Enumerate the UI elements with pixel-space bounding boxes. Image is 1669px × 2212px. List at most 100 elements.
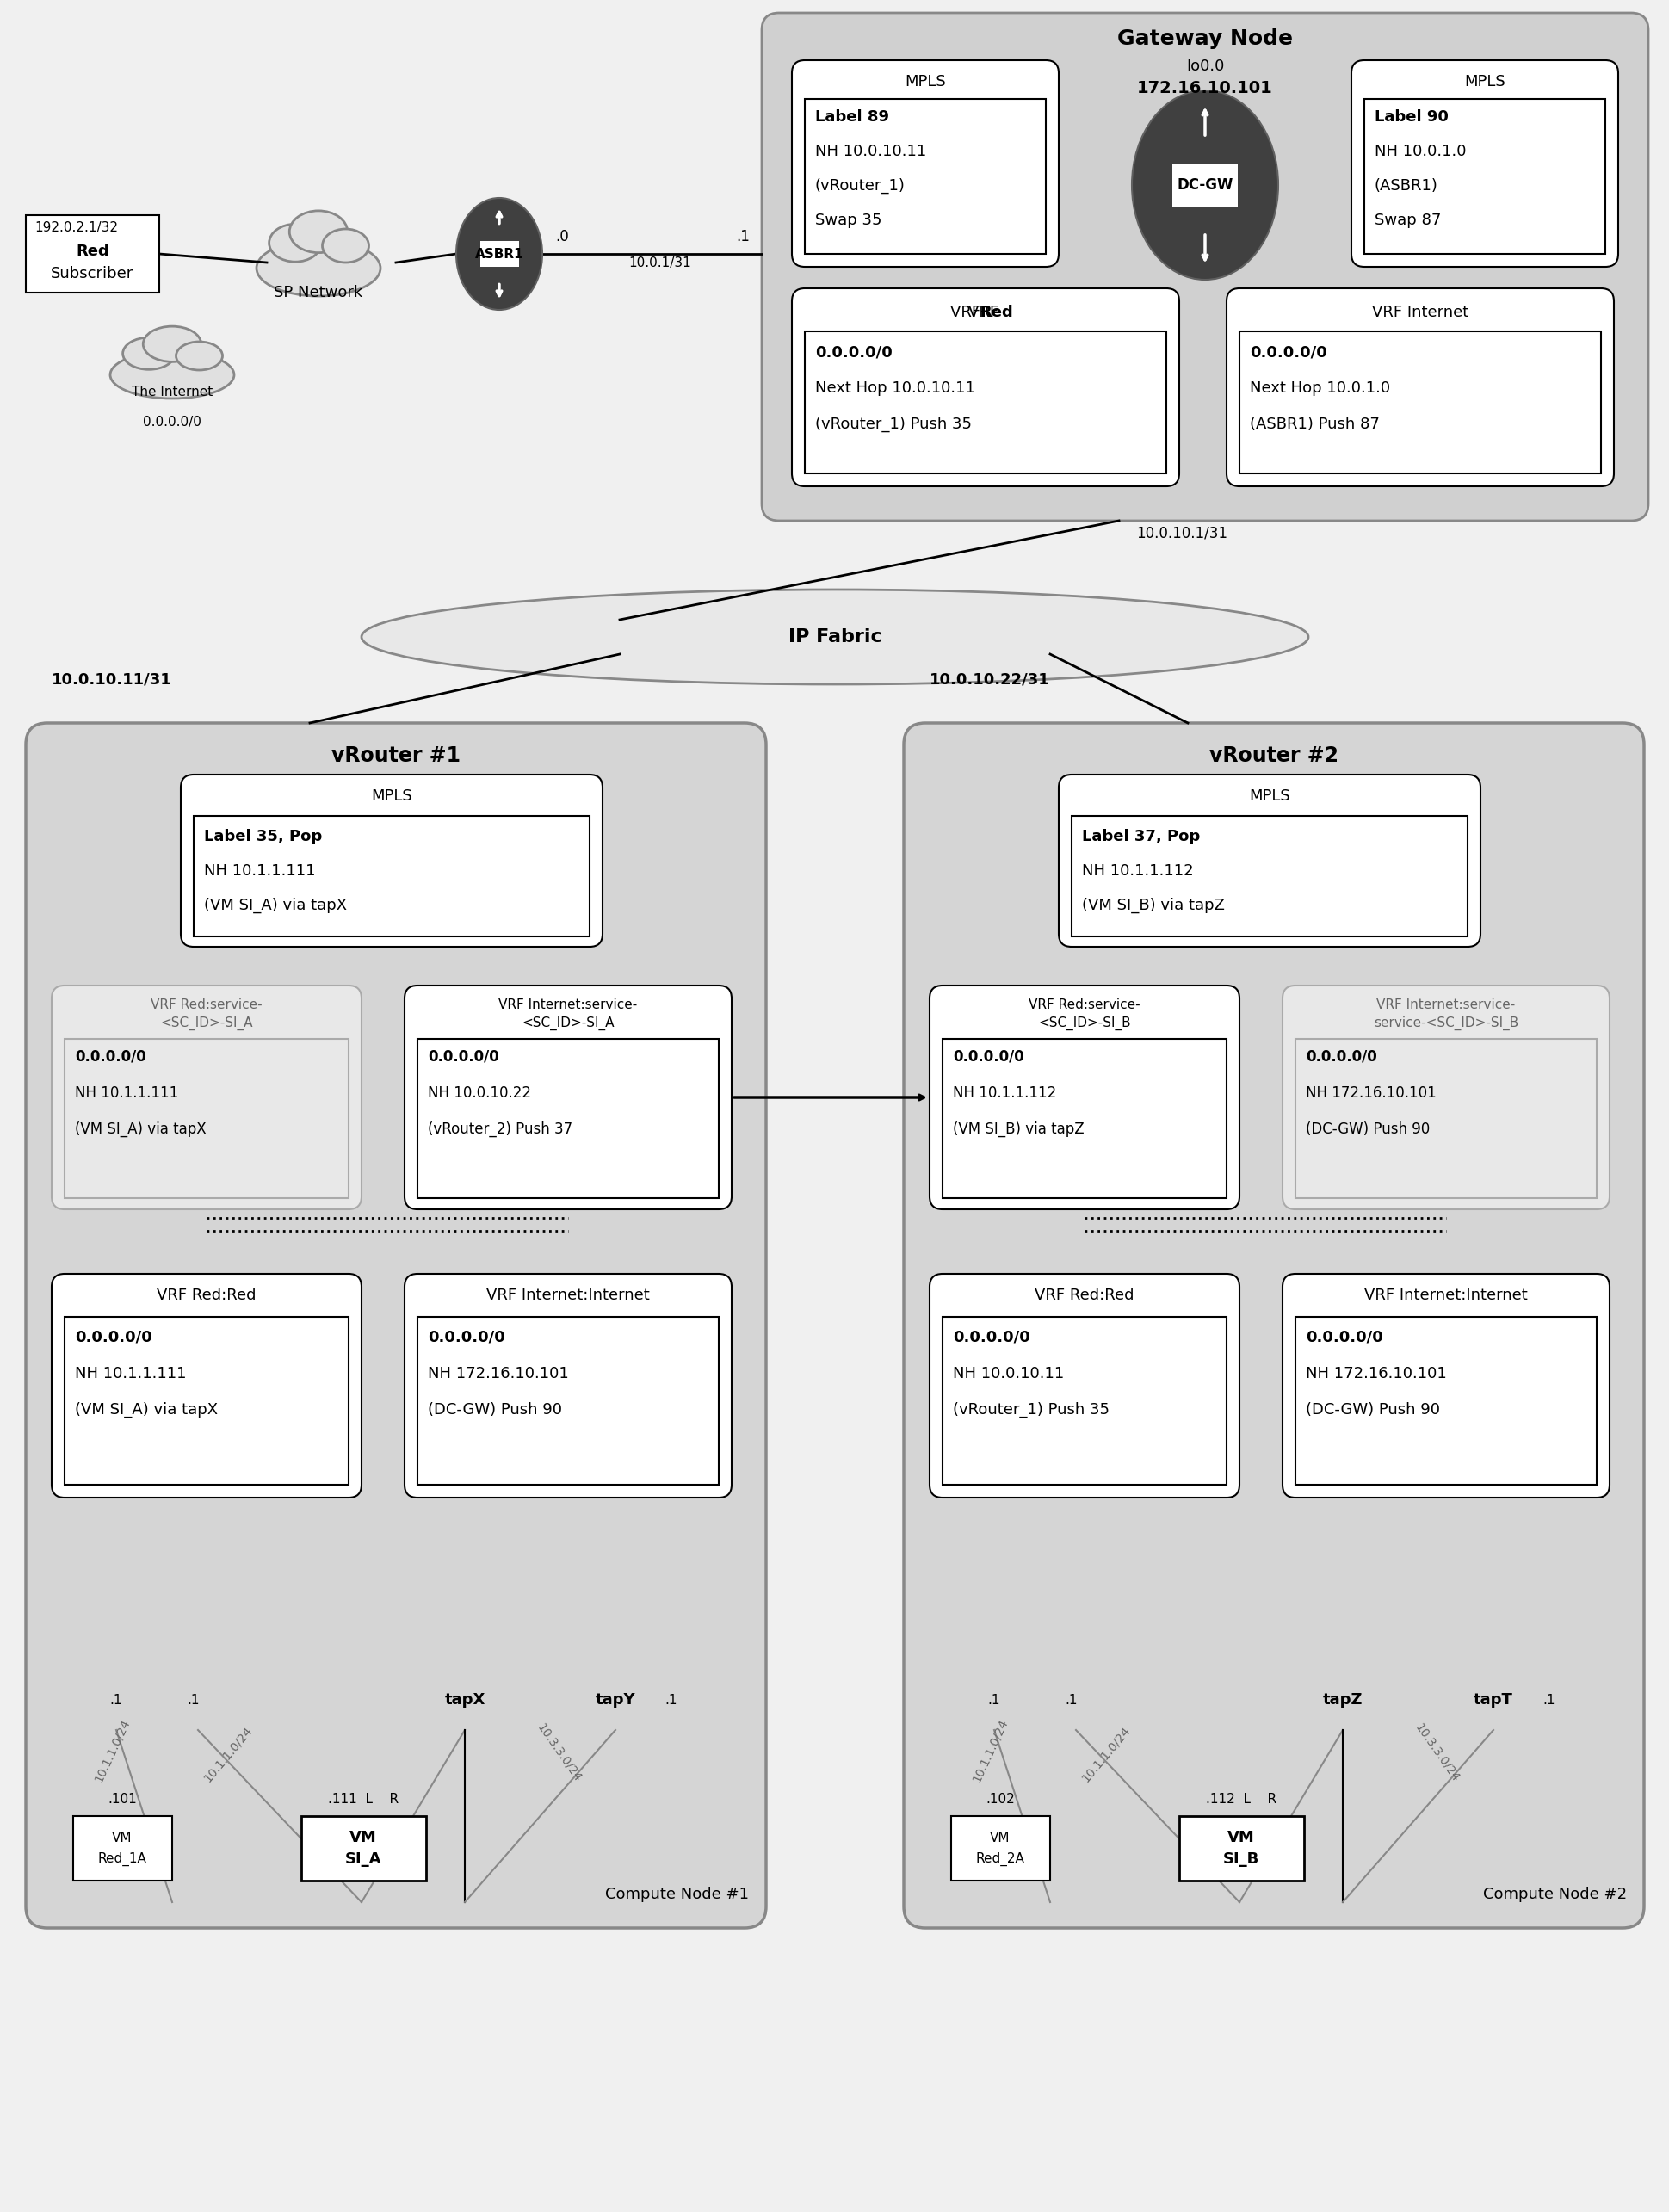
Text: DC-GW: DC-GW xyxy=(1177,177,1233,192)
FancyBboxPatch shape xyxy=(1295,1316,1597,1484)
Text: (DC-GW) Push 90: (DC-GW) Push 90 xyxy=(427,1402,562,1418)
Text: 10.1.1.0/24: 10.1.1.0/24 xyxy=(1080,1723,1133,1785)
Ellipse shape xyxy=(289,210,347,252)
Text: NH 10.1.1.111: NH 10.1.1.111 xyxy=(75,1086,179,1102)
Text: (ASBR1): (ASBR1) xyxy=(1375,179,1439,195)
Text: (VM SI_B) via tapZ: (VM SI_B) via tapZ xyxy=(953,1121,1085,1137)
FancyBboxPatch shape xyxy=(1172,164,1238,206)
Text: 0.0.0.0/0: 0.0.0.0/0 xyxy=(1305,1048,1377,1064)
Text: .1: .1 xyxy=(110,1694,122,1708)
Text: .111  L    R: .111 L R xyxy=(327,1794,399,1805)
Text: .102: .102 xyxy=(986,1794,1015,1805)
Text: Label 35, Pop: Label 35, Pop xyxy=(204,830,322,845)
FancyBboxPatch shape xyxy=(791,60,1058,268)
Text: Label 90: Label 90 xyxy=(1375,108,1449,124)
Text: ASBR1: ASBR1 xyxy=(476,248,524,261)
Text: 0.0.0.0/0: 0.0.0.0/0 xyxy=(75,1048,147,1064)
FancyBboxPatch shape xyxy=(52,987,362,1210)
FancyBboxPatch shape xyxy=(804,332,1167,473)
Text: Swap 35: Swap 35 xyxy=(814,212,881,228)
Text: VRF: VRF xyxy=(968,305,1003,321)
FancyBboxPatch shape xyxy=(1240,332,1601,473)
Text: VRF: VRF xyxy=(950,305,986,321)
Ellipse shape xyxy=(269,223,322,261)
Text: 0.0.0.0/0: 0.0.0.0/0 xyxy=(75,1329,152,1345)
FancyBboxPatch shape xyxy=(761,13,1649,520)
Text: Label 37, Pop: Label 37, Pop xyxy=(1082,830,1200,845)
Text: NH 10.0.1.0: NH 10.0.1.0 xyxy=(1375,144,1467,159)
Text: 10.1.1.0/24: 10.1.1.0/24 xyxy=(202,1723,255,1785)
FancyBboxPatch shape xyxy=(930,987,1240,1210)
FancyBboxPatch shape xyxy=(943,1040,1227,1199)
Text: tapY: tapY xyxy=(596,1692,636,1708)
Text: SI_A: SI_A xyxy=(345,1851,382,1867)
Text: 10.3.3.0/24: 10.3.3.0/24 xyxy=(1414,1721,1462,1785)
Text: (vRouter_1) Push 35: (vRouter_1) Push 35 xyxy=(953,1402,1110,1418)
Text: vRouter #2: vRouter #2 xyxy=(1210,745,1339,765)
Text: VRF Red:service-: VRF Red:service- xyxy=(150,998,262,1011)
Text: Label 89: Label 89 xyxy=(814,108,890,124)
Text: MPLS: MPLS xyxy=(1248,787,1290,803)
FancyBboxPatch shape xyxy=(1352,60,1619,268)
FancyBboxPatch shape xyxy=(1282,1274,1609,1498)
Text: NH 10.1.1.111: NH 10.1.1.111 xyxy=(75,1367,187,1382)
Text: MPLS: MPLS xyxy=(905,73,946,88)
Text: NH 10.0.10.11: NH 10.0.10.11 xyxy=(814,144,926,159)
Text: service-<SC_ID>-SI_B: service-<SC_ID>-SI_B xyxy=(1374,1015,1519,1031)
Text: 0.0.0.0/0: 0.0.0.0/0 xyxy=(814,345,893,361)
Text: VRF Red:Red: VRF Red:Red xyxy=(1035,1287,1135,1303)
Text: (VM SI_A) via tapX: (VM SI_A) via tapX xyxy=(75,1121,207,1137)
Text: (DC-GW) Push 90: (DC-GW) Push 90 xyxy=(1305,1402,1440,1418)
Text: tapZ: tapZ xyxy=(1324,1692,1362,1708)
Text: NH 10.1.1.112: NH 10.1.1.112 xyxy=(953,1086,1056,1102)
Text: NH 172.16.10.101: NH 172.16.10.101 xyxy=(1305,1367,1447,1382)
Text: Subscriber: Subscriber xyxy=(52,265,134,281)
Text: NH 172.16.10.101: NH 172.16.10.101 xyxy=(427,1367,569,1382)
FancyBboxPatch shape xyxy=(65,1316,349,1484)
Text: NH 172.16.10.101: NH 172.16.10.101 xyxy=(1305,1086,1437,1102)
Text: VRF Internet:service-: VRF Internet:service- xyxy=(1377,998,1515,1011)
Text: VM: VM xyxy=(990,1832,1010,1845)
Ellipse shape xyxy=(110,352,234,398)
FancyBboxPatch shape xyxy=(417,1316,719,1484)
Text: (VM SI_A) via tapX: (VM SI_A) via tapX xyxy=(75,1402,219,1418)
FancyBboxPatch shape xyxy=(1058,774,1480,947)
FancyBboxPatch shape xyxy=(943,1316,1227,1484)
FancyBboxPatch shape xyxy=(1180,1816,1303,1880)
Text: 10.0.10.22/31: 10.0.10.22/31 xyxy=(930,672,1050,688)
FancyBboxPatch shape xyxy=(404,987,731,1210)
Text: 0.0.0.0/0: 0.0.0.0/0 xyxy=(953,1329,1030,1345)
Text: tapT: tapT xyxy=(1474,1692,1514,1708)
Text: Red_1A: Red_1A xyxy=(98,1851,147,1867)
Text: tapX: tapX xyxy=(444,1692,486,1708)
Text: The Internet: The Internet xyxy=(132,385,212,398)
Ellipse shape xyxy=(1132,91,1278,279)
Text: VRF Internet:Internet: VRF Internet:Internet xyxy=(1364,1287,1527,1303)
Text: .112  L    R: .112 L R xyxy=(1207,1794,1277,1805)
Text: VRF Red:Red: VRF Red:Red xyxy=(157,1287,257,1303)
FancyBboxPatch shape xyxy=(194,816,589,936)
Text: VM: VM xyxy=(112,1832,132,1845)
Text: 10.0.10.1/31: 10.0.10.1/31 xyxy=(1137,526,1227,542)
Ellipse shape xyxy=(144,327,202,363)
FancyBboxPatch shape xyxy=(905,723,1644,1929)
Text: 0.0.0.0/0: 0.0.0.0/0 xyxy=(953,1048,1025,1064)
Ellipse shape xyxy=(362,591,1308,684)
Text: (vRouter_1) Push 35: (vRouter_1) Push 35 xyxy=(814,416,971,431)
Text: (vRouter_2) Push 37: (vRouter_2) Push 37 xyxy=(427,1121,572,1137)
Text: 0.0.0.0/0: 0.0.0.0/0 xyxy=(427,1329,506,1345)
FancyBboxPatch shape xyxy=(417,1040,719,1199)
Text: Swap 87: Swap 87 xyxy=(1375,212,1442,228)
FancyBboxPatch shape xyxy=(951,1816,1050,1880)
Text: 0.0.0.0/0: 0.0.0.0/0 xyxy=(144,416,202,429)
FancyBboxPatch shape xyxy=(25,723,766,1929)
Text: .1: .1 xyxy=(988,1694,1000,1708)
Text: Red_2A: Red_2A xyxy=(976,1851,1025,1867)
Text: 172.16.10.101: 172.16.10.101 xyxy=(1137,80,1273,97)
Ellipse shape xyxy=(124,338,175,369)
Text: <SC_ID>-SI_A: <SC_ID>-SI_A xyxy=(522,1015,614,1031)
FancyBboxPatch shape xyxy=(1071,816,1467,936)
Text: (VM SI_B) via tapZ: (VM SI_B) via tapZ xyxy=(1082,898,1225,914)
Text: NH 10.0.10.22: NH 10.0.10.22 xyxy=(427,1086,531,1102)
Ellipse shape xyxy=(175,341,222,369)
